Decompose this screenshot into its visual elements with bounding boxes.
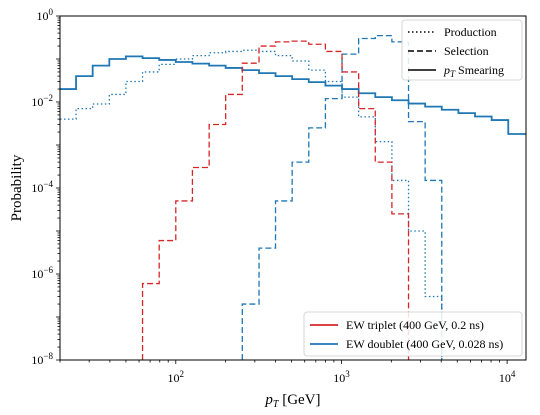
legend-style-label-solid: pT Smearing: [443, 63, 504, 79]
series-line-dotted-1: [60, 49, 443, 360]
legend-style-label-dotted: Production: [444, 25, 497, 39]
legend-models: EW triplet (400 GeV, 0.2 ns) EW doublet (…: [303, 311, 523, 357]
x-axis-label: pT [GeV]: [264, 392, 320, 410]
y-tick-label: 10−6: [31, 265, 53, 281]
series-line-solid-0: [60, 55, 526, 135]
y-axis-label: Probability: [9, 154, 25, 221]
legend-styles-box: [401, 19, 523, 81]
series-line-dashed-2: [241, 34, 443, 360]
legend-line-styles: Production Selection pT Smearing: [401, 19, 523, 81]
x-tick-label: 102: [168, 369, 185, 385]
legend-models-box: [303, 311, 523, 357]
y-tick-label: 100: [37, 7, 54, 23]
x-tick-label: 103: [333, 369, 350, 385]
x-tick-label: 104: [499, 369, 516, 385]
legend-model-label: EW doublet (400 GeV, 0.028 ns): [346, 337, 503, 351]
y-tick-label: 10−2: [31, 93, 53, 109]
legend-model-label: EW triplet (400 GeV, 0.2 ns): [346, 318, 484, 332]
legend-style-label-dashed: Selection: [444, 44, 489, 58]
series-line-dashed-3: [141, 40, 410, 360]
y-tick-label: 10−4: [31, 179, 53, 195]
y-tick-label: 10−8: [31, 351, 53, 367]
